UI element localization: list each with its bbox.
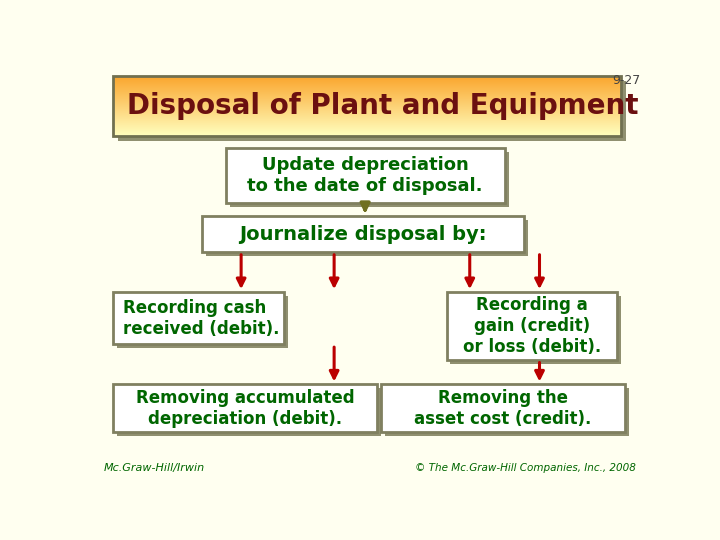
Bar [113, 125, 621, 127]
Bar [113, 113, 621, 115]
Bar [113, 123, 621, 124]
Bar [113, 126, 621, 128]
Bar [113, 136, 621, 137]
FancyBboxPatch shape [202, 217, 524, 252]
FancyBboxPatch shape [225, 148, 505, 204]
Bar [113, 96, 621, 97]
FancyBboxPatch shape [446, 292, 617, 360]
Bar [113, 106, 621, 108]
Bar [113, 78, 621, 80]
Bar [113, 99, 621, 101]
Text: © The Mc.Graw-Hill Companies, Inc., 2008: © The Mc.Graw-Hill Companies, Inc., 2008 [415, 463, 636, 473]
Bar [113, 119, 621, 121]
Bar [113, 87, 621, 89]
FancyBboxPatch shape [381, 384, 625, 432]
Bar [113, 93, 621, 94]
Bar [113, 104, 621, 106]
Bar [113, 91, 621, 93]
Bar [113, 110, 621, 111]
Bar [113, 83, 621, 85]
Bar [113, 105, 621, 107]
Bar [113, 112, 621, 114]
Bar [113, 77, 621, 79]
FancyBboxPatch shape [117, 296, 287, 348]
Bar [113, 80, 621, 82]
Bar [113, 116, 621, 117]
Bar [113, 102, 621, 103]
Bar [113, 131, 621, 133]
Bar [113, 83, 621, 84]
Bar [113, 94, 621, 96]
Bar [113, 122, 621, 123]
Bar [113, 114, 621, 116]
Bar [113, 89, 621, 91]
Bar [113, 133, 621, 135]
Bar [113, 90, 621, 92]
Bar [113, 134, 621, 136]
Bar [113, 96, 621, 98]
Bar [113, 107, 621, 109]
Text: Removing accumulated
depreciation (debit).: Removing accumulated depreciation (debit… [135, 389, 354, 428]
Bar [113, 97, 621, 99]
Bar [113, 76, 621, 78]
Bar [113, 130, 621, 131]
Bar [113, 86, 621, 87]
Bar [113, 117, 621, 119]
Bar [113, 84, 621, 86]
Text: Mc.Graw-Hill/Irwin: Mc.Graw-Hill/Irwin [104, 463, 205, 473]
Text: Journalize disposal by:: Journalize disposal by: [240, 225, 487, 244]
Bar [113, 132, 621, 134]
Bar [113, 130, 621, 132]
FancyBboxPatch shape [117, 388, 381, 436]
Text: Disposal of Plant and Equipment: Disposal of Plant and Equipment [127, 92, 639, 120]
Bar [113, 82, 621, 83]
FancyBboxPatch shape [113, 384, 377, 432]
FancyBboxPatch shape [451, 296, 621, 363]
Bar [113, 79, 621, 81]
Bar [113, 103, 621, 104]
Bar [113, 89, 621, 90]
Bar [113, 124, 621, 125]
FancyBboxPatch shape [230, 152, 508, 207]
Text: Recording cash
received (debit).: Recording cash received (debit). [122, 299, 279, 338]
Bar [113, 120, 621, 122]
Text: Removing the
asset cost (credit).: Removing the asset cost (credit). [414, 389, 591, 428]
Bar [113, 100, 621, 102]
Bar [113, 124, 621, 126]
Text: Recording a
gain (credit)
or loss (debit).: Recording a gain (credit) or loss (debit… [463, 296, 601, 356]
Bar [113, 118, 621, 120]
Text: Update depreciation
to the date of disposal.: Update depreciation to the date of dispo… [248, 156, 483, 195]
FancyBboxPatch shape [118, 81, 626, 141]
Bar [113, 110, 621, 112]
Bar [113, 109, 621, 110]
Bar [113, 85, 621, 87]
FancyBboxPatch shape [206, 220, 528, 256]
Bar [113, 98, 621, 100]
Bar [113, 92, 621, 94]
Text: 9-27: 9-27 [612, 74, 640, 87]
Bar [113, 103, 621, 105]
Bar [113, 117, 621, 118]
Bar [113, 129, 621, 130]
FancyBboxPatch shape [384, 388, 629, 436]
FancyBboxPatch shape [113, 292, 284, 345]
Bar [113, 111, 621, 113]
Bar [113, 127, 621, 129]
